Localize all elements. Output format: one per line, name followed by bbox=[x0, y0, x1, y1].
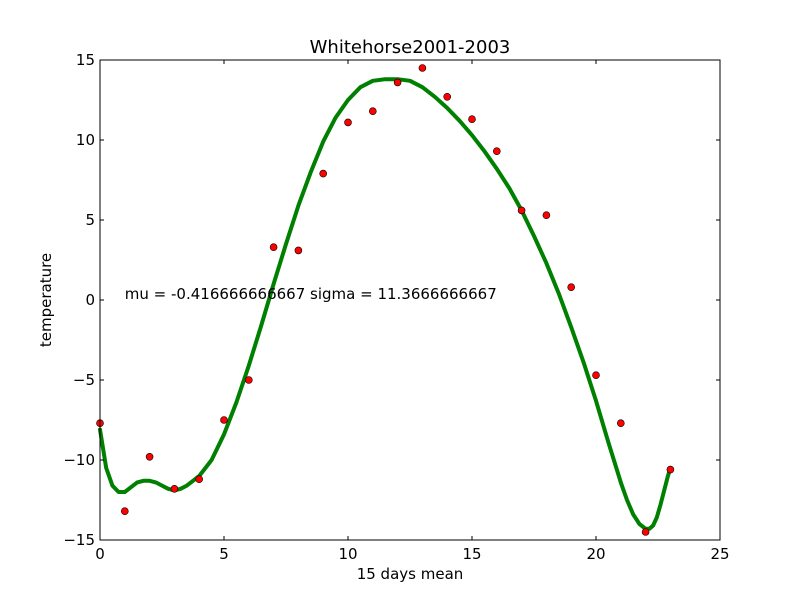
data-point bbox=[294, 246, 303, 255]
y-tick-label: 10 bbox=[76, 131, 95, 149]
data-point bbox=[393, 78, 402, 87]
data-point bbox=[492, 147, 501, 155]
x-tick-label: 5 bbox=[219, 545, 229, 563]
x-axis-ticks: 0 5 10 15 20 25 bbox=[95, 60, 730, 563]
x-tick-label: 0 bbox=[95, 545, 105, 563]
data-point bbox=[641, 528, 650, 536]
data-point bbox=[319, 169, 328, 178]
chart-title: Whitehorse2001-2003 bbox=[310, 37, 511, 58]
data-point bbox=[195, 475, 203, 484]
data-point bbox=[344, 118, 352, 127]
data-point bbox=[567, 283, 576, 292]
x-tick-label: 25 bbox=[710, 545, 729, 563]
y-tick-label: 5 bbox=[85, 211, 95, 229]
annotation-text: mu = -0.416666666667 sigma = 11.36666666… bbox=[125, 285, 497, 303]
data-point bbox=[517, 206, 526, 215]
data-point bbox=[542, 211, 551, 219]
data-point bbox=[418, 64, 427, 72]
y-tick-label: 15 bbox=[76, 51, 95, 69]
data-point bbox=[269, 243, 278, 251]
data-point bbox=[145, 452, 154, 461]
y-tick-label: −5 bbox=[73, 371, 95, 389]
y-axis-ticks: −15 −10 −5 0 5 10 15 bbox=[63, 51, 720, 549]
plot-area bbox=[100, 60, 720, 540]
data-point bbox=[468, 115, 476, 123]
x-axis-label: 15 days mean bbox=[357, 565, 464, 583]
y-tick-label: −15 bbox=[63, 531, 95, 549]
x-tick-label: 10 bbox=[338, 545, 357, 563]
x-tick-label: 15 bbox=[462, 545, 481, 563]
curve-layer bbox=[98, 77, 673, 531]
y-tick-label: −10 bbox=[63, 451, 95, 469]
y-axis-label: temperature bbox=[37, 253, 55, 347]
fit-curve bbox=[98, 77, 673, 531]
data-point bbox=[616, 419, 625, 428]
data-point bbox=[220, 416, 228, 424]
data-point bbox=[666, 465, 675, 474]
x-tick-label: 20 bbox=[586, 545, 605, 563]
y-tick-label: 0 bbox=[85, 291, 95, 309]
data-point bbox=[121, 507, 129, 516]
data-point bbox=[170, 484, 179, 493]
data-point bbox=[592, 371, 600, 380]
data-point bbox=[443, 93, 452, 101]
points-layer bbox=[96, 64, 675, 536]
data-point bbox=[245, 376, 253, 384]
data-point bbox=[368, 107, 377, 115]
